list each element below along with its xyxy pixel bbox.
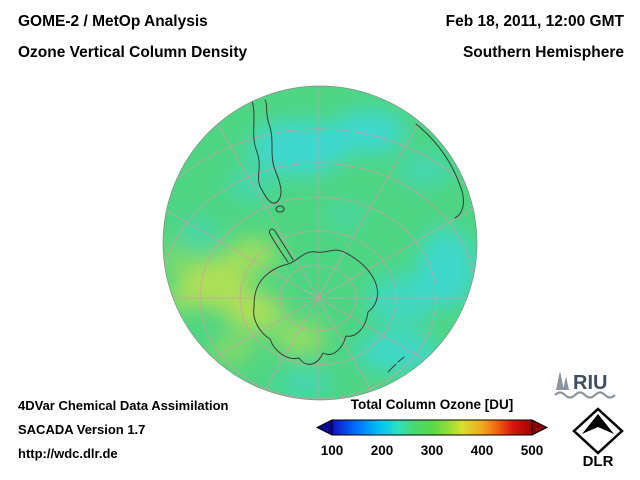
colorbar-left-arrow xyxy=(315,419,333,436)
cathedral-icon xyxy=(556,371,569,390)
dlr-arrow-icon xyxy=(582,414,614,434)
colorbar-tick-500: 500 xyxy=(521,443,544,458)
coastlines xyxy=(251,99,464,373)
colorbar-tick-400: 400 xyxy=(471,443,494,458)
coastline-antarctic-peninsula xyxy=(269,228,294,263)
coastline-africa xyxy=(415,123,464,219)
region-label: Southern Hemisphere xyxy=(462,44,624,61)
riu-logo-text: RIU xyxy=(573,372,607,394)
assimilation-label: 4DVar Chemical Data Assimilation xyxy=(18,398,229,413)
colorbar-tick-200: 200 xyxy=(371,443,394,458)
coastline-new-zealand xyxy=(387,356,405,373)
globe-outline xyxy=(162,85,478,401)
colorbar-tick-300: 300 xyxy=(421,443,444,458)
coastline-tierra-del-fuego xyxy=(275,205,285,213)
colorbar: Total Column Ozone [DU] 100 200 300 400 … xyxy=(315,397,549,458)
product-title: Ozone Vertical Column Density xyxy=(18,44,248,61)
header-left: GOME-2 / MetOp Analysis Ozone Vertical C… xyxy=(18,14,247,76)
coastline-antarctica xyxy=(253,249,379,365)
coastline-south-america xyxy=(251,99,282,204)
dlr-logo: DLR xyxy=(572,407,624,469)
dlr-logo-text: DLR xyxy=(583,453,614,469)
riu-logo: RIU xyxy=(554,371,616,399)
footer-credits: 4DVar Chemical Data Assimilation SACADA … xyxy=(18,399,229,471)
instrument-title: GOME-2 / MetOp Analysis xyxy=(18,13,208,30)
datetime-label: Feb 18, 2011, 12:00 GMT xyxy=(445,13,624,30)
ozone-field-anomalies xyxy=(163,110,477,396)
colorbar-right-arrow xyxy=(531,419,549,436)
dlr-emblem-icon xyxy=(572,407,624,455)
riu-wave-icon xyxy=(554,391,616,399)
colorbar-title: Total Column Ozone [DU] xyxy=(351,397,513,412)
colorbar-tick-100: 100 xyxy=(321,443,344,458)
url-label: http://wdc.dlr.de xyxy=(18,446,118,461)
version-label: SACADA Version 1.7 xyxy=(18,422,146,437)
header-right: Feb 18, 2011, 12:00 GMT Southern Hemisph… xyxy=(446,14,624,76)
colorbar-gradient xyxy=(331,419,533,436)
